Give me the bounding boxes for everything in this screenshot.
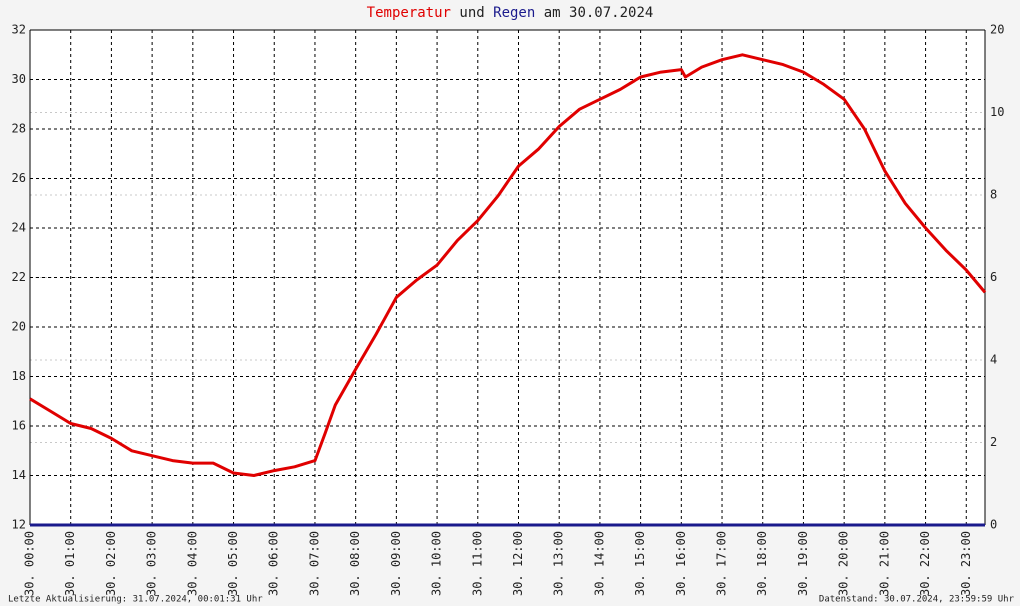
x-tick-label: 30. 17:00 bbox=[715, 531, 729, 596]
x-tick-label: 30. 15:00 bbox=[633, 531, 647, 596]
x-tick-label: 30. 05:00 bbox=[226, 531, 240, 596]
y-tick-label: 14 bbox=[12, 468, 26, 482]
x-tick-label: 30. 13:00 bbox=[552, 531, 566, 596]
x-tick-label: 30. 23:00 bbox=[959, 531, 973, 596]
y2-tick-label: 4 bbox=[990, 353, 997, 367]
x-tick-label: 30. 19:00 bbox=[796, 531, 810, 596]
x-tick-label: 30. 14:00 bbox=[592, 531, 606, 596]
x-tick-label: 30. 06:00 bbox=[267, 531, 281, 596]
y-tick-label: 18 bbox=[12, 369, 26, 383]
y-tick-label: 26 bbox=[12, 171, 26, 185]
x-tick-label: 30. 02:00 bbox=[104, 531, 118, 596]
x-tick-label: 30. 10:00 bbox=[430, 531, 444, 596]
y2-tick-label: 0 bbox=[990, 518, 997, 532]
y2-tick-label: 8 bbox=[990, 188, 997, 202]
title-connector: und bbox=[459, 5, 484, 21]
title-suffix: am 30.07.2024 bbox=[544, 5, 654, 21]
x-tick-label: 30. 16:00 bbox=[674, 531, 688, 596]
series-line bbox=[29, 53, 987, 477]
x-tick-label: 30. 18:00 bbox=[755, 531, 769, 596]
x-tick-label: 30. 03:00 bbox=[145, 531, 159, 596]
y-tick-label: 20 bbox=[12, 320, 26, 334]
x-tick-label: 30. 04:00 bbox=[185, 531, 199, 596]
x-tick-label: 30. 12:00 bbox=[511, 531, 525, 596]
y-tick-label: 30 bbox=[12, 72, 26, 86]
y2-tick-label: 20 bbox=[990, 23, 1004, 37]
x-tick-label: 30. 01:00 bbox=[63, 531, 77, 596]
y2-tick-label: 2 bbox=[990, 435, 997, 449]
y-tick-label: 28 bbox=[12, 122, 26, 136]
x-tick-label: 30. 20:00 bbox=[837, 531, 851, 596]
footer-right: Datenstand: 30.07.2024, 23:59:59 Uhr bbox=[819, 595, 1015, 605]
x-tick-label: 30. 11:00 bbox=[470, 531, 484, 596]
y-tick-label: 24 bbox=[12, 221, 26, 235]
x-tick-label: 30. 00:00 bbox=[23, 531, 37, 596]
y-tick-label: 32 bbox=[12, 23, 26, 37]
y2-tick-label: 6 bbox=[990, 270, 997, 284]
x-tick-label: 30. 08:00 bbox=[348, 531, 362, 596]
x-tick-label: 30. 07:00 bbox=[307, 531, 321, 596]
x-tick-label: 30. 22:00 bbox=[918, 531, 932, 596]
y-tick-label: 12 bbox=[12, 518, 26, 532]
x-tick-label: 30. 09:00 bbox=[389, 531, 403, 596]
chart-title: Temperatur und Regen am 30.07.2024 bbox=[367, 5, 654, 21]
title-series-1: Temperatur bbox=[367, 5, 451, 21]
footer-left: Letzte Aktualisierung: 31.07.2024, 00:01… bbox=[8, 595, 263, 605]
x-tick-label: 30. 21:00 bbox=[877, 531, 891, 596]
title-series-2: Regen bbox=[493, 5, 535, 21]
y-tick-label: 22 bbox=[12, 270, 26, 284]
y2-tick-label: 10 bbox=[990, 105, 1004, 119]
y-tick-label: 16 bbox=[12, 419, 26, 433]
